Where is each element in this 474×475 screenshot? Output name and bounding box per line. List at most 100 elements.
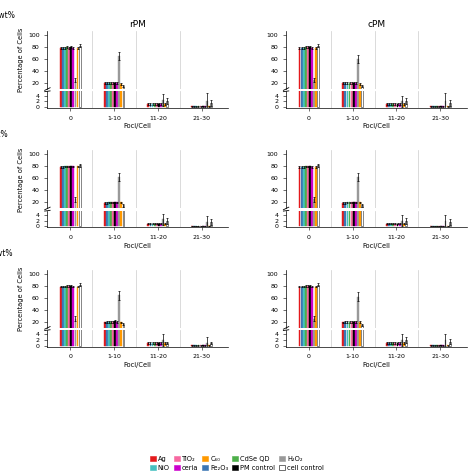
Bar <box>445 221 447 227</box>
Bar <box>164 214 166 215</box>
Bar <box>299 120 301 346</box>
X-axis label: Foci/Cell: Foci/Cell <box>363 243 391 249</box>
Bar <box>156 343 158 346</box>
Bar <box>401 340 402 346</box>
Bar <box>311 286 313 334</box>
Bar <box>66 0 68 227</box>
Bar <box>405 221 407 227</box>
Bar <box>445 332 447 334</box>
Bar <box>166 333 168 334</box>
Bar <box>342 50 344 107</box>
Bar <box>158 214 160 215</box>
Bar <box>359 169 361 227</box>
Bar <box>315 120 317 346</box>
Bar <box>301 167 302 215</box>
Bar <box>193 226 195 227</box>
Bar <box>202 345 203 346</box>
Bar <box>397 224 399 227</box>
Bar <box>303 0 305 107</box>
Bar <box>351 289 353 346</box>
Bar <box>303 167 305 215</box>
Bar <box>147 333 149 334</box>
Bar <box>206 101 208 107</box>
Bar <box>342 323 344 334</box>
Bar <box>66 117 68 346</box>
Bar <box>64 286 66 334</box>
Bar <box>361 325 363 334</box>
Y-axis label: Percentage of Cells: Percentage of Cells <box>18 147 24 211</box>
Bar <box>438 226 440 227</box>
Bar <box>405 340 407 346</box>
Text: 1 wt%: 1 wt% <box>0 130 8 139</box>
Bar <box>118 162 120 346</box>
Bar <box>68 48 70 95</box>
Bar <box>318 285 319 334</box>
Bar <box>149 104 151 107</box>
Bar <box>68 0 70 227</box>
Bar <box>108 289 109 346</box>
Bar <box>118 295 120 334</box>
Bar <box>104 50 106 107</box>
Bar <box>120 53 122 107</box>
Bar <box>66 0 68 107</box>
Bar <box>70 166 72 215</box>
Bar <box>60 120 62 346</box>
Bar <box>342 203 344 215</box>
Bar <box>394 333 396 334</box>
Bar <box>112 322 114 334</box>
Bar <box>74 155 76 227</box>
Bar <box>68 117 70 346</box>
Bar <box>206 333 208 334</box>
Bar <box>313 274 315 346</box>
Bar <box>74 200 76 215</box>
Bar <box>104 323 106 334</box>
Bar <box>353 169 355 227</box>
Bar <box>166 213 168 215</box>
Bar <box>449 214 451 215</box>
Bar <box>432 226 434 227</box>
Bar <box>399 104 401 107</box>
Bar <box>397 333 399 334</box>
Bar <box>349 50 350 107</box>
Bar <box>152 104 154 107</box>
Bar <box>160 224 162 227</box>
Bar <box>303 286 305 334</box>
Bar <box>359 289 361 346</box>
Bar <box>357 49 359 227</box>
Bar <box>149 333 151 334</box>
Bar <box>445 101 447 107</box>
Bar <box>399 224 401 227</box>
Bar <box>342 172 344 227</box>
Bar <box>160 214 162 215</box>
Bar <box>449 94 451 95</box>
Bar <box>206 94 208 95</box>
Bar <box>154 333 155 334</box>
Bar <box>430 106 432 107</box>
Bar <box>403 224 405 227</box>
Bar <box>351 202 353 215</box>
Bar <box>403 343 405 346</box>
Bar <box>361 64 363 107</box>
Bar <box>210 214 212 215</box>
Bar <box>73 0 74 107</box>
Bar <box>106 83 108 95</box>
Bar <box>79 111 81 346</box>
Bar <box>405 101 407 107</box>
Bar <box>388 333 390 334</box>
Bar <box>405 94 407 95</box>
X-axis label: Foci/Cell: Foci/Cell <box>363 362 391 368</box>
Bar <box>195 226 197 227</box>
Bar <box>74 80 76 95</box>
Bar <box>309 47 311 95</box>
Bar <box>357 0 359 107</box>
Bar <box>305 0 307 107</box>
Bar <box>152 343 154 346</box>
Bar <box>162 340 164 346</box>
Bar <box>434 345 436 346</box>
Bar <box>346 322 348 334</box>
Bar <box>349 169 350 227</box>
Bar <box>154 224 155 227</box>
Bar <box>309 0 311 107</box>
X-axis label: Foci/Cell: Foci/Cell <box>363 124 391 129</box>
Bar <box>311 0 313 107</box>
